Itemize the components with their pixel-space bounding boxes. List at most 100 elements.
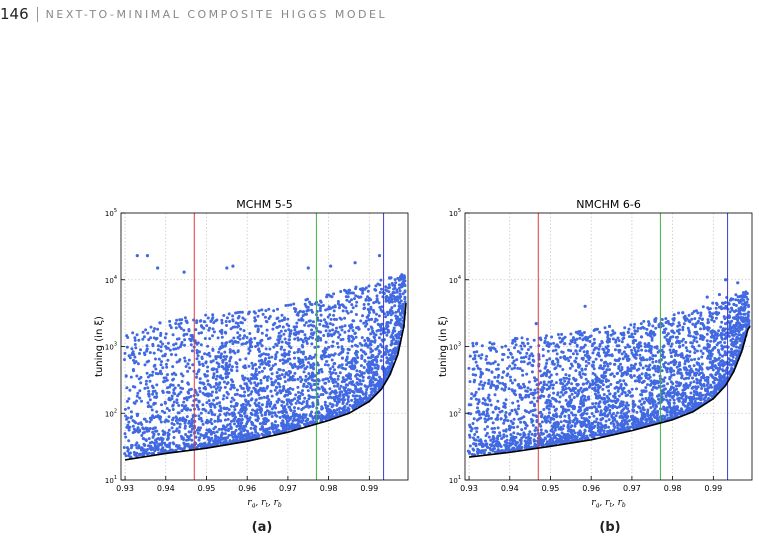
scatter-point (133, 430, 137, 434)
running-title: NEXT-TO-MINIMAL COMPOSITE HIGGS MODEL (45, 7, 388, 21)
scatter-point (356, 398, 360, 402)
scatter-point (486, 425, 489, 429)
scatter-point (554, 348, 558, 352)
scatter-point (296, 350, 300, 354)
scatter-point (291, 411, 295, 415)
scatter-point (235, 365, 239, 369)
scatter-point (378, 384, 382, 388)
scatter-point (297, 359, 301, 363)
scatter-point (282, 385, 286, 388)
scatter-point (166, 431, 170, 435)
scatter-point (218, 388, 222, 392)
scatter-point (331, 323, 335, 327)
scatter-point (316, 318, 320, 322)
scatter-point (692, 339, 696, 343)
scatter-point (369, 350, 373, 354)
scatter-point (208, 403, 212, 407)
scatter-point (215, 368, 219, 371)
scatter-point (601, 383, 605, 387)
scatter-point (277, 335, 281, 338)
scatter-point (225, 411, 229, 415)
scatter-point (486, 403, 490, 407)
scatter-point (524, 436, 528, 440)
scatter-point (246, 429, 249, 433)
scatter-point (175, 337, 179, 341)
scatter-point (608, 408, 612, 412)
scatter-point (551, 349, 555, 353)
scatter-point (214, 390, 218, 394)
scatter-point (365, 388, 369, 392)
scatter-point (186, 407, 190, 411)
scatter-point (215, 374, 219, 378)
scatter-point (677, 311, 681, 315)
scatter-point (525, 351, 529, 355)
scatter-point (403, 289, 407, 293)
lower-boundary-curve (124, 302, 407, 461)
scatter-point (187, 435, 191, 439)
scatter-point (236, 435, 240, 439)
scatter-point (309, 366, 313, 369)
scatter-point (364, 324, 367, 328)
scatter-point (335, 403, 339, 407)
scatter-point (187, 419, 191, 423)
scatter-point (135, 399, 139, 403)
scatter-point (216, 396, 220, 400)
scatter-point (353, 261, 357, 265)
scatter-point (168, 319, 172, 323)
scatter-point (361, 291, 365, 295)
x-axis-label: rg, rt, rb (247, 498, 282, 508)
scatter-point (376, 322, 380, 326)
scatter-point (135, 254, 139, 258)
scatter-point (182, 328, 186, 332)
scatter-point (267, 356, 271, 360)
scatter-point (182, 397, 186, 400)
scatter-point (571, 336, 575, 340)
scatter-point (520, 360, 523, 364)
scatter-point (571, 352, 575, 356)
scatter-point (191, 363, 195, 367)
scatter-point (289, 303, 293, 307)
scatter-point (346, 374, 350, 378)
scatter-point (283, 318, 286, 322)
scatter-point (291, 414, 295, 418)
scatter-point (235, 404, 239, 407)
scatter-point (175, 427, 179, 431)
scatter-point (181, 419, 185, 422)
scatter-point (285, 352, 289, 356)
scatter-point (138, 396, 142, 400)
scatter-point (385, 344, 389, 348)
scatter-point (281, 421, 285, 425)
scatter-point (516, 425, 520, 429)
scatter-point (338, 406, 342, 410)
scatter-point (376, 345, 380, 348)
scatter-point (164, 362, 168, 366)
scatter-point (370, 317, 374, 321)
scatter-point (127, 454, 131, 458)
scatter-point (292, 325, 296, 329)
scatter-point (133, 385, 137, 389)
scatter-point (377, 301, 381, 305)
scatter-point (202, 434, 206, 438)
scatter-point (177, 404, 181, 407)
scatter-point (481, 397, 485, 401)
scatter-point (339, 338, 343, 342)
scatter-point (209, 392, 212, 396)
scatter-point (367, 302, 371, 306)
scatter-point (239, 424, 243, 428)
scatter-point (468, 435, 472, 439)
scatter-point (665, 413, 669, 417)
scatter-point (356, 344, 359, 348)
scatter-point (682, 322, 686, 326)
scatter-point (150, 408, 154, 412)
scatter-point (369, 325, 373, 329)
scatter-point (211, 334, 214, 338)
scatter-point (304, 336, 308, 340)
scatter-point (177, 359, 181, 363)
scatter-point (188, 388, 191, 392)
scatter-point (696, 311, 700, 315)
scatter-point (281, 325, 285, 329)
scatter-point (197, 360, 201, 364)
scatter-point (265, 419, 269, 423)
scatter-point (268, 404, 272, 408)
scatter-point (206, 316, 210, 320)
